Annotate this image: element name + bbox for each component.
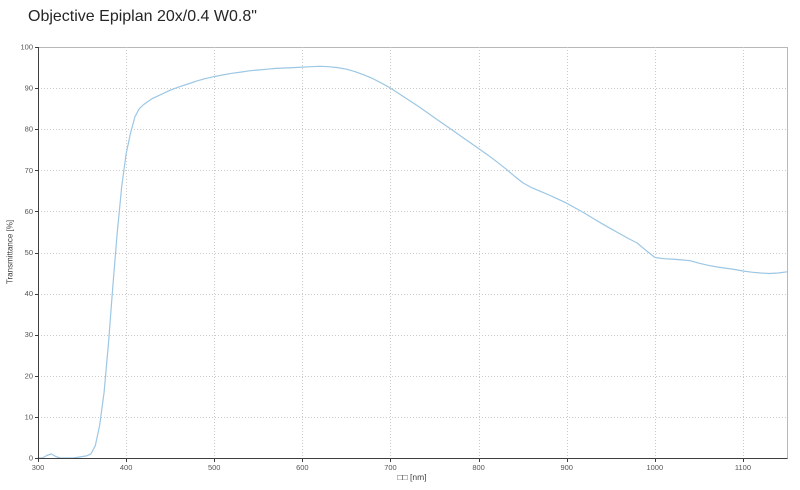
x-tick-label: 1100	[735, 463, 751, 472]
y-tick-label: 0	[29, 454, 33, 463]
y-tick-label: 50	[25, 248, 33, 257]
x-tick-label: 900	[560, 463, 573, 472]
x-tick-label: 600	[296, 463, 309, 472]
x-tick-label: 1000	[646, 463, 663, 472]
y-tick-label: 40	[25, 289, 33, 298]
y-tick-label: 90	[25, 84, 33, 93]
y-tick-label: 10	[25, 412, 33, 421]
y-axis-label: Transmittance [%]	[5, 219, 15, 285]
x-tick-label: 400	[120, 463, 133, 472]
y-tick-label: 70	[25, 166, 33, 175]
y-tick-label: 30	[25, 330, 33, 339]
y-tick-label: 80	[25, 125, 33, 134]
x-tick-label: 300	[32, 463, 45, 472]
x-tick-label: 500	[208, 463, 221, 472]
x-axis-label: □□ [nm]	[397, 472, 427, 482]
y-tick-label: 100	[20, 43, 33, 52]
transmittance-curve	[37, 65, 788, 459]
y-tick-label: 60	[25, 207, 33, 216]
chart-title: Objective Epiplan 20x/0.4 W0.8"	[28, 8, 257, 25]
x-tick-label: 800	[472, 463, 485, 472]
y-tick-label: 20	[25, 371, 33, 380]
x-tick-label: 700	[384, 463, 397, 472]
